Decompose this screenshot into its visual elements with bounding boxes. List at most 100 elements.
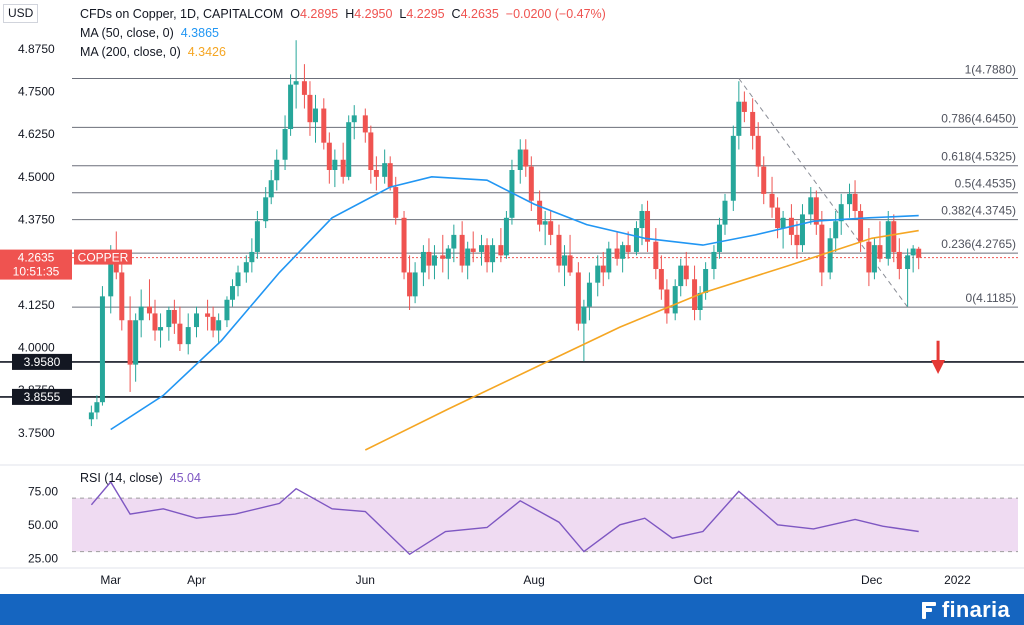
support-level-badge-label: 3.9580 [24,355,61,369]
fib-level-label: 0.236(4.2765) [941,237,1016,251]
candle-body [346,122,352,177]
rsi-tick-label: 75.00 [28,484,58,498]
candle-body [755,135,761,167]
time-tick-label: 2022 [944,573,971,587]
candle-body [229,286,235,300]
low-label: L [399,7,407,21]
candle-body [420,251,426,273]
candle-body [401,217,407,273]
candle-body [243,262,249,273]
candle-body [575,272,581,324]
footer-bar: finaria [0,594,1024,625]
candle-body [224,299,230,321]
candle-body [393,187,399,218]
candle-body [877,245,883,259]
candle-body [194,313,200,328]
rsi-legend: RSI (14, close) 45.04 [80,471,201,485]
candle-body [606,248,612,273]
fib-level-label: 0.5(4.4535) [955,177,1016,191]
candle-body [368,132,374,170]
candle-body [431,255,437,266]
fib-trend-line [738,78,909,308]
candle-body [827,238,833,273]
candle-body [556,234,562,266]
candle-body [697,292,703,310]
candle-body [600,265,606,273]
currency-badge[interactable]: USD [3,4,39,23]
fib-level-label: 0.382(4.3745) [941,204,1016,218]
price-tick-label: 4.8750 [18,42,55,56]
projection-arrow-head [931,360,946,375]
candle-body [268,180,274,198]
candle-body [274,159,280,181]
rsi-tick-label: 25.00 [28,551,58,565]
candle-body [625,245,631,252]
ohlc-row: CFDs on Copper, 1D, CAPITALCOM O4.2895 H… [80,5,606,24]
candle-body [819,224,825,273]
candle-body [672,286,678,314]
candle-body [780,217,786,229]
support-level-badge [12,353,72,370]
ma50-line [110,175,919,431]
candle-body [108,255,114,297]
candle-body [138,306,144,321]
brand-name: finaria [941,597,1010,622]
candle-body [426,251,432,266]
candle-body [158,327,164,331]
fib-level-label: 1(4.7880) [965,62,1016,76]
fib-level-label: 0.618(4.5325) [941,150,1016,164]
candle-body [451,234,457,249]
candle-body [586,282,592,307]
candle-body [171,310,177,324]
candle-body [321,108,327,143]
ma200-line [364,229,919,451]
brand-logo: finaria [921,597,1010,623]
candle-body [722,200,728,225]
symbol-title: CFDs on Copper, 1D, CAPITALCOM [80,7,284,21]
candle-body [567,255,573,273]
candle-body [794,234,800,246]
candle-body [852,193,858,211]
candle-body [871,245,877,273]
ma200-value: 4.3426 [187,45,226,59]
candle-body [905,255,911,270]
price-tick-label: 4.1250 [18,298,55,312]
candle-body [761,166,767,194]
rsi-line [90,480,919,556]
candle-body [459,234,465,266]
candle-body [465,248,471,266]
candle-body [711,251,717,270]
ma50-legend: MA (50, close, 0) 4.3865 [80,24,606,43]
open-label: O [290,7,300,21]
high-value: 4.2950 [354,7,393,21]
candle-body [548,221,554,235]
time-tick-label: Jun [356,573,375,587]
candle-body [88,412,94,420]
time-tick-label: Aug [523,573,544,587]
candle-body [653,241,659,270]
candle-body [351,115,357,123]
candle-body [307,94,313,123]
candle-body [813,197,819,225]
candle-body [254,221,260,252]
candle-body [440,255,446,259]
candle-body [736,101,742,136]
candle-body [769,193,775,208]
price-tick-label: 4.5000 [18,170,55,184]
candle-body [799,214,805,246]
candle-body [185,327,191,345]
candle-body [645,210,651,242]
candle-body [407,272,413,297]
candle-body [127,320,133,365]
candle-body [910,248,916,256]
candle-body [498,245,504,256]
time-tick-label: Apr [187,573,206,587]
price-chart-svg[interactable]: 4.87504.75004.62504.50004.37504.25004.12… [0,0,1024,594]
candle-body [387,163,393,188]
candle-body [775,207,781,229]
high-label: H [345,7,355,21]
candle-body [362,115,368,133]
candle-body [633,228,639,252]
candle-body [517,149,523,170]
